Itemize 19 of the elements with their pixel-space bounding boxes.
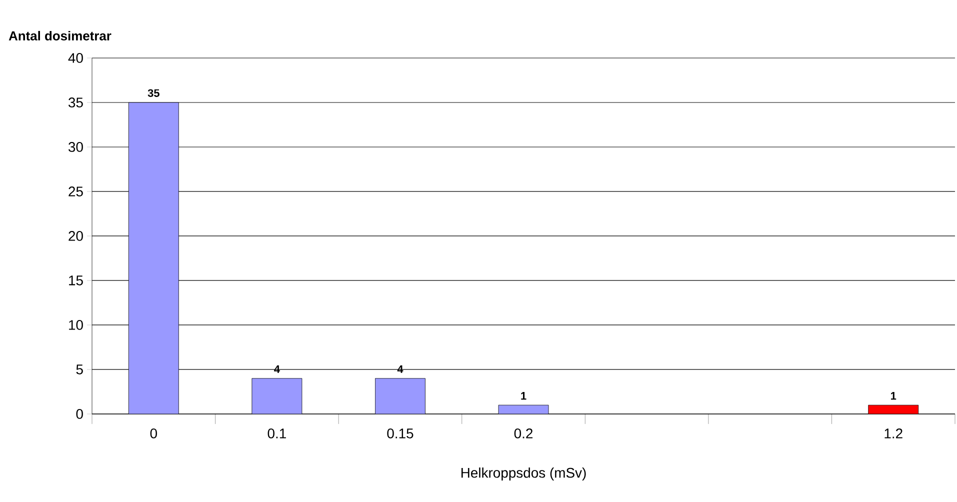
y-tick-label: 40	[68, 53, 83, 63]
y-tick-label: 20	[68, 231, 83, 241]
y-tick-label: 35	[68, 98, 83, 108]
x-tick-label: 0.2	[514, 428, 533, 438]
y-tick-label: 5	[76, 364, 83, 374]
data-label: 1	[891, 392, 896, 400]
x-tick-label: 0.1	[268, 428, 286, 438]
y-tick-label: 30	[68, 142, 83, 152]
y-tick-label: 25	[68, 186, 83, 196]
data-label: 1	[521, 392, 526, 400]
y-tick-label: 15	[69, 276, 83, 286]
y-axis-title: Antal dosimetrar	[8, 30, 112, 40]
y-tick-label: 10	[69, 320, 83, 330]
x-axis-title: Helkroppsdos (mSv)	[461, 468, 586, 480]
x-tick-label: 1.2	[884, 428, 902, 438]
x-tick-label: 0.15	[387, 428, 414, 438]
x-tick-label: 0	[150, 428, 157, 438]
y-tick-label: 0	[76, 409, 83, 419]
data-label: 35	[148, 89, 160, 97]
